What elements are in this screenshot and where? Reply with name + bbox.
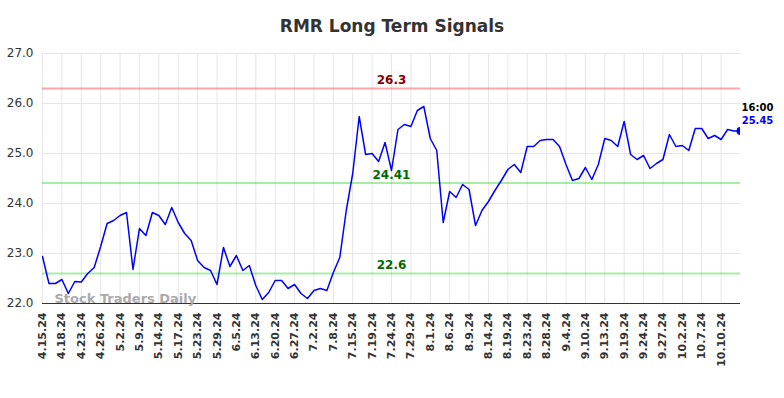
svg-text:9.24.24: 9.24.24 (637, 312, 650, 359)
svg-text:22.6: 22.6 (377, 258, 407, 272)
svg-text:16:00: 16:00 (742, 102, 774, 113)
svg-text:9.4.24: 9.4.24 (560, 312, 573, 351)
svg-text:24.41: 24.41 (372, 167, 411, 182)
svg-text:6.5.24: 6.5.24 (230, 312, 243, 351)
svg-text:9.27.24: 9.27.24 (656, 312, 669, 359)
svg-text:22.0: 22.0 (7, 296, 34, 310)
svg-text:5.2.24: 5.2.24 (114, 312, 127, 351)
svg-text:23.0: 23.0 (7, 246, 34, 260)
svg-text:10.7.24: 10.7.24 (695, 312, 708, 359)
svg-text:Stock Traders Daily: Stock Traders Daily (55, 291, 197, 306)
svg-text:7.15.24: 7.15.24 (346, 312, 359, 359)
svg-text:24.0: 24.0 (7, 196, 34, 210)
svg-text:9.13.24: 9.13.24 (598, 312, 611, 359)
svg-text:4.15.24: 4.15.24 (36, 312, 49, 359)
svg-text:7.8.24: 7.8.24 (327, 312, 340, 351)
svg-text:7.19.24: 7.19.24 (366, 312, 379, 359)
svg-text:10.2.24: 10.2.24 (676, 312, 689, 359)
svg-text:8.1.24: 8.1.24 (424, 312, 437, 351)
html-text:RMR Long Term Signals: RMR Long Term Signals (279, 16, 505, 36)
svg-text:8.23.24: 8.23.24 (521, 312, 534, 359)
svg-text:7.24.24: 7.24.24 (385, 312, 398, 359)
svg-text:9.19.24: 9.19.24 (618, 312, 631, 359)
svg-text:25.0: 25.0 (7, 146, 34, 160)
svg-text:8.19.24: 8.19.24 (501, 312, 514, 359)
svg-text:5.9.24: 5.9.24 (133, 312, 146, 351)
svg-text:8.6.24: 8.6.24 (443, 312, 456, 351)
svg-text:5.29.24: 5.29.24 (211, 312, 224, 359)
svg-text:7.29.24: 7.29.24 (404, 312, 417, 359)
svg-text:8.28.24: 8.28.24 (540, 312, 553, 359)
svg-text:6.27.24: 6.27.24 (288, 312, 301, 359)
svg-text:5.23.24: 5.23.24 (191, 312, 204, 359)
svg-text:10.10.24: 10.10.24 (715, 312, 728, 367)
svg-text:4.26.24: 4.26.24 (94, 312, 107, 359)
svg-text:5.17.24: 5.17.24 (172, 312, 185, 359)
svg-text:4.23.24: 4.23.24 (75, 312, 88, 359)
svg-text:26.3: 26.3 (377, 73, 407, 87)
svg-text:26.0: 26.0 (7, 96, 34, 110)
svg-text:8.9.24: 8.9.24 (463, 312, 476, 351)
svg-text:7.2.24: 7.2.24 (307, 312, 320, 351)
svg-text:6.20.24: 6.20.24 (269, 312, 282, 359)
svg-text:6.13.24: 6.13.24 (249, 312, 262, 359)
svg-text:27.0: 27.0 (7, 46, 34, 60)
svg-text:25.45: 25.45 (742, 115, 774, 126)
svg-text:4.18.24: 4.18.24 (55, 312, 68, 359)
svg-text:5.14.24: 5.14.24 (152, 312, 165, 359)
svg-text:8.14.24: 8.14.24 (482, 312, 495, 359)
svg-text:9.10.24: 9.10.24 (579, 312, 592, 359)
